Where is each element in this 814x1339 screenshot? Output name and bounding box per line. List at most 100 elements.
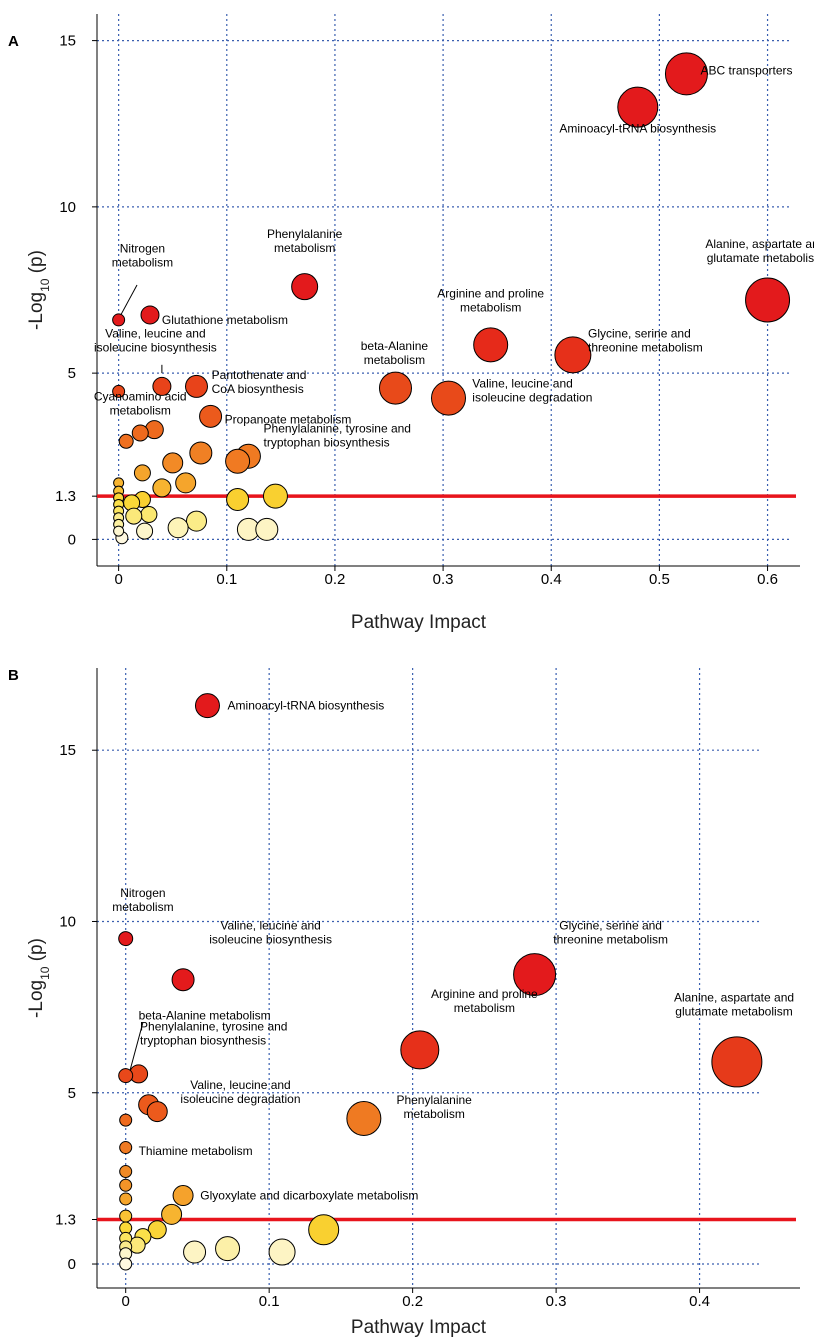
pathway-point (617, 86, 659, 128)
pathway-label: Nitrogen metabolism (112, 886, 173, 914)
pathway-point (185, 374, 209, 398)
y-tick-label: 15 (59, 33, 76, 50)
pathway-point (161, 1203, 183, 1225)
pathway-point (131, 424, 149, 442)
panel-letter: A (8, 33, 19, 50)
pathway-point (291, 273, 319, 301)
pathway-point (215, 1236, 241, 1262)
pathway-point (119, 1141, 133, 1155)
x-tick-label: 0.5 (649, 571, 670, 588)
pathway-point (136, 522, 154, 540)
pathway-point (118, 931, 134, 947)
pathway-label: Phenylalanine metabolism (267, 227, 343, 255)
x-axis-label: Pathway Impact (351, 612, 487, 633)
pathway-point (186, 510, 208, 532)
pathway-point (255, 517, 279, 541)
pathway-point (711, 1036, 763, 1088)
pathway-label: Alanine, aspartate and glutamate metaboli… (674, 990, 794, 1018)
pathway-point (119, 1113, 133, 1127)
pathway-label: Glycine, serine and threonine metabolism (588, 327, 703, 355)
pathway-point (554, 336, 592, 374)
pathway-point (171, 968, 195, 992)
pathway-label: Arginine and proline metabolism (437, 287, 544, 315)
x-tick-label: 0 (114, 571, 122, 588)
x-tick-label: 0.4 (541, 571, 562, 588)
pathway-point (119, 1178, 133, 1192)
pathway-label: Nitrogen metabolism (112, 242, 173, 270)
pathway-label: Glycine, serine and threonine metabolism (553, 918, 668, 946)
pathway-point (167, 517, 189, 539)
pathway-point (268, 1238, 296, 1266)
pathway-point (112, 384, 126, 398)
x-tick-label: 0.1 (216, 571, 237, 588)
pathway-point (194, 693, 220, 719)
x-axis-label: Pathway Impact (351, 1317, 487, 1338)
pathway-label: beta-Alanine metabolism (139, 1009, 271, 1023)
pathway-point (175, 472, 197, 494)
y-tick-label: 15 (59, 742, 76, 759)
x-tick-label: 0.1 (259, 1293, 280, 1310)
pathway-label: Pantothenate and CoA biosynthesis (212, 368, 307, 396)
panel-b-scatter: B 0 0.1 0.2 0.3 0.4 0 1.3 5 10 15 Pathway Impact -Lo… (8, 667, 800, 1338)
panel-a-scatter: A 0 0.1 0.2 0.3 0.4 0.5 0.6 0 1.3 5 10 15 Pathway Imp… (8, 14, 814, 633)
x-tick-label: 0.3 (546, 1293, 567, 1310)
y-tick-label: 0 (68, 1256, 76, 1273)
pathway-label: Glyoxylate and dicarboxylate metabolism (200, 1189, 418, 1203)
pathway-label: Cyanoamino acid metabolism (94, 390, 187, 418)
pathway-point (183, 1240, 207, 1264)
pathway-point (118, 433, 134, 449)
pathway-point (745, 277, 791, 323)
pathway-label: ABC transporters (700, 64, 792, 78)
panel-letter: B (8, 667, 19, 684)
y-tick-label: 1.3 (55, 488, 76, 505)
pathway-point (226, 487, 250, 511)
pathway-point (199, 404, 223, 428)
pathway-point (308, 1214, 340, 1246)
pathway-label: beta-Alanine metabolism (361, 339, 429, 367)
y-axis-label: -Log10 (p) (26, 938, 52, 1018)
pathway-label: Valine, leucine and isoleucine biosynthes… (94, 327, 217, 355)
pathway-point (172, 1185, 194, 1207)
pathway-label: Aminoacyl-tRNA biosynthesis (559, 122, 716, 136)
pathway-point (400, 1030, 440, 1070)
pathway-point (140, 305, 160, 325)
pathway-point (147, 1220, 167, 1240)
x-tick-label: 0.2 (402, 1293, 423, 1310)
pathway-point (113, 525, 125, 537)
label-leader-line (129, 1022, 144, 1071)
pathway-point (119, 1165, 133, 1179)
pathway-label: Arginine and proline metabolism (431, 987, 538, 1015)
pathway-point (379, 371, 413, 405)
pathway-label: Valine, leucine and isoleucine degradatio… (180, 1078, 300, 1106)
pathway-label: Aminoacyl-tRNA biosynthesis (228, 699, 385, 713)
pathway-label: Alanine, aspartate and glutamate metaboli… (705, 237, 814, 265)
pathway-point (262, 483, 288, 509)
pathway-point (140, 505, 158, 523)
pathway-point (133, 464, 151, 482)
pathway-label: Phenylalanine metabolism (396, 1093, 472, 1121)
pathway-point (225, 448, 251, 474)
x-tick-label: 0.4 (689, 1293, 710, 1310)
y-tick-label: 10 (59, 913, 76, 930)
x-tick-label: 0.3 (433, 571, 454, 588)
y-tick-label: 5 (68, 1085, 76, 1102)
pathway-point (112, 313, 126, 327)
pathway-label: Thiamine metabolism (139, 1144, 253, 1158)
pathway-point (152, 376, 172, 396)
pathway-label: Phenylalanine, tyrosine and tryptophan bi… (264, 421, 411, 449)
pathway-point (125, 507, 143, 525)
y-axis-label: -Log10 (p) (26, 250, 52, 330)
x-tick-label: 0.2 (325, 571, 346, 588)
pathway-label: Propanoate metabolism (225, 413, 352, 427)
y-tick-label: 5 (68, 365, 76, 382)
pathway-point (162, 452, 184, 474)
x-tick-label: 0 (122, 1293, 130, 1310)
pathway-point (152, 478, 172, 498)
pathway-point (119, 1192, 133, 1206)
pathway-point (119, 1209, 133, 1223)
pathway-point (431, 380, 466, 416)
pathway-point (119, 1257, 133, 1271)
pathway-label: Glutathione metabolism (162, 313, 288, 327)
pathway-point (146, 1101, 168, 1123)
